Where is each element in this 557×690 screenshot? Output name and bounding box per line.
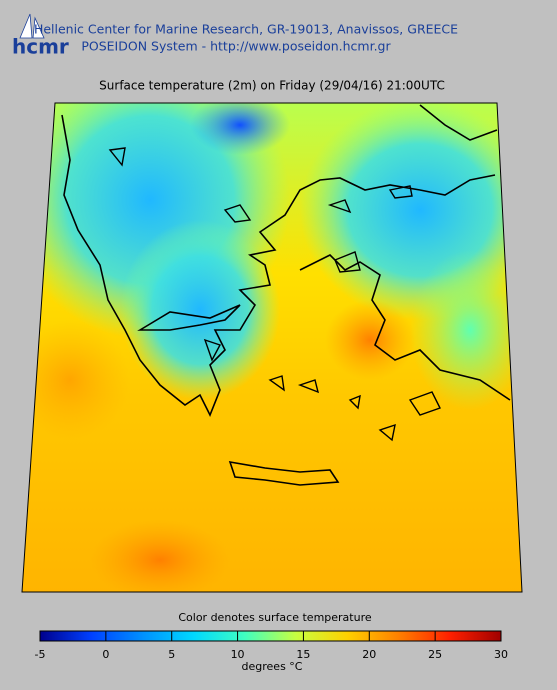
coastlines <box>61 104 511 486</box>
colorbar-label: Color denotes surface temperature <box>178 611 372 624</box>
map-title: Surface temperature (2m) on Friday (29/0… <box>99 79 445 93</box>
colorbar-tick-label: -5 <box>35 648 46 661</box>
logo: hcmr <box>12 35 69 59</box>
colorbar-tick-label: 10 <box>231 648 245 661</box>
header-line: Hellenic Center for Marine Research, GR-… <box>34 22 458 37</box>
map-frame <box>21 102 523 593</box>
colorbar-units: degrees °C <box>242 660 303 673</box>
colorbar-tick-label: 25 <box>428 648 442 661</box>
colorbar-ramp <box>39 630 502 642</box>
logo-sail <box>19 13 45 39</box>
colorbar-tick-label: 15 <box>296 648 310 661</box>
temperature-field <box>22 103 522 592</box>
colorbar-tick-label: 20 <box>362 648 376 661</box>
colorbar-tick-label: 0 <box>102 648 109 661</box>
header-line: POSEIDON System - http://www.poseidon.hc… <box>81 39 391 54</box>
colorbar: -5 0 5 10 15 20 25 30 <box>35 630 508 661</box>
colorbar-tick-label: 30 <box>494 648 508 661</box>
colorbar-tick-label: 5 <box>168 648 175 661</box>
